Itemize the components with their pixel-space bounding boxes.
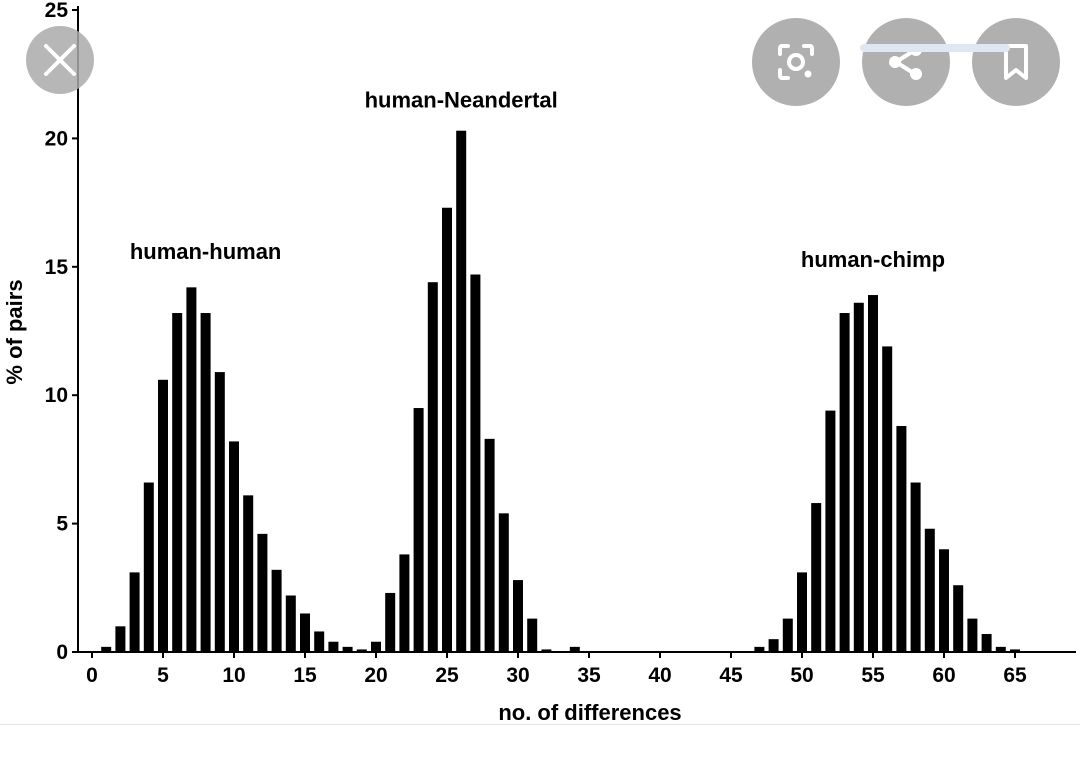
lens-search-icon (778, 44, 814, 80)
bar-human-human (186, 287, 197, 652)
bar-human-Neandertal (399, 554, 410, 652)
x-tick-label: 55 (861, 664, 885, 687)
bar-human-Neandertal (513, 580, 523, 652)
annotation-label: human-Neandertal (365, 88, 558, 113)
bar-human-chimp (768, 639, 779, 652)
bar-human-chimp (995, 646, 1006, 652)
bar-human-chimp (825, 410, 836, 652)
x-tick-label: 50 (790, 664, 813, 687)
bar-human-Neandertal (569, 646, 580, 652)
x-tick-label: 25 (435, 664, 459, 687)
bar-human-chimp (1010, 649, 1020, 652)
x-tick-label: 40 (648, 664, 671, 687)
bar-human-chimp (868, 295, 878, 652)
bottom-bar (0, 724, 1080, 771)
bar-human-chimp (981, 634, 992, 652)
bar-human-human (342, 646, 353, 652)
x-tick-label: 60 (932, 664, 955, 687)
y-axis-label: % of pairs (2, 279, 27, 384)
bar-human-human (243, 495, 254, 652)
bar-human-Neandertal (498, 513, 509, 652)
bar-human-chimp (967, 618, 978, 652)
bar-human-human (300, 613, 310, 652)
close-button[interactable] (26, 26, 94, 94)
x-tick-label: 15 (293, 664, 317, 687)
bar-human-human (172, 313, 183, 652)
y-tick-label: 0 (56, 641, 68, 664)
bar-human-chimp (910, 482, 921, 652)
bar-human-human (115, 626, 126, 652)
annotation-label: human-human (130, 239, 282, 264)
bar-human-human (143, 482, 154, 652)
bar-human-human (229, 441, 239, 652)
bar-human-Neandertal (427, 282, 438, 652)
bar-human-human (285, 595, 296, 652)
x-axis-label: no. of differences (498, 700, 681, 725)
bar-human-Neandertal (484, 438, 495, 652)
bar-human-chimp (882, 346, 893, 652)
bar-human-human (371, 641, 381, 652)
y-tick-label: 25 (45, 0, 69, 22)
bar-human-chimp (924, 528, 935, 652)
lens-search-button[interactable] (752, 18, 840, 106)
bar-human-human (200, 313, 211, 652)
x-tick-label: 5 (157, 664, 169, 687)
y-tick-label: 5 (56, 513, 68, 536)
bookmark-button[interactable] (972, 18, 1060, 106)
bar-human-Neandertal (385, 592, 396, 652)
x-tick-label: 20 (364, 664, 387, 687)
bar-human-human (356, 649, 367, 652)
y-tick-label: 20 (45, 127, 68, 150)
bar-human-chimp (839, 313, 850, 652)
bar-human-human (328, 641, 339, 652)
bar-human-chimp (853, 302, 864, 652)
bar-human-human (271, 569, 282, 652)
x-tick-label: 30 (506, 664, 529, 687)
annotation-label: human-chimp (801, 247, 945, 272)
bar-human-chimp (953, 585, 964, 652)
x-tick-label: 0 (86, 664, 98, 687)
bar-human-chimp (797, 572, 807, 652)
bar-human-human (257, 533, 268, 652)
bar-human-chimp (939, 549, 949, 652)
bar-human-Neandertal (456, 130, 467, 653)
bar-human-Neandertal (413, 408, 424, 652)
bar-human-human (314, 631, 325, 652)
x-tick-label: 45 (719, 664, 743, 687)
bar-human-Neandertal (527, 618, 538, 652)
bar-human-human (101, 646, 112, 652)
bar-human-chimp (754, 646, 765, 652)
y-tick-label: 15 (45, 256, 69, 279)
x-tick-label: 65 (1003, 664, 1027, 687)
bar-human-Neandertal (541, 649, 552, 652)
x-tick-label: 10 (222, 664, 245, 687)
close-icon (44, 44, 76, 76)
bar-human-chimp (782, 618, 793, 652)
bar-human-human (214, 372, 225, 652)
bar-human-human (158, 379, 168, 652)
bar-human-chimp (896, 426, 907, 652)
share-button[interactable] (862, 18, 950, 106)
bar-human-Neandertal (470, 274, 481, 652)
y-tick-label: 10 (45, 384, 68, 407)
bar-human-Neandertal (442, 207, 452, 652)
bar-human-human (129, 572, 140, 652)
x-tick-label: 35 (577, 664, 601, 687)
bottom-indicator (860, 44, 1010, 52)
bookmark-icon (1004, 44, 1028, 80)
bar-human-chimp (811, 503, 822, 652)
